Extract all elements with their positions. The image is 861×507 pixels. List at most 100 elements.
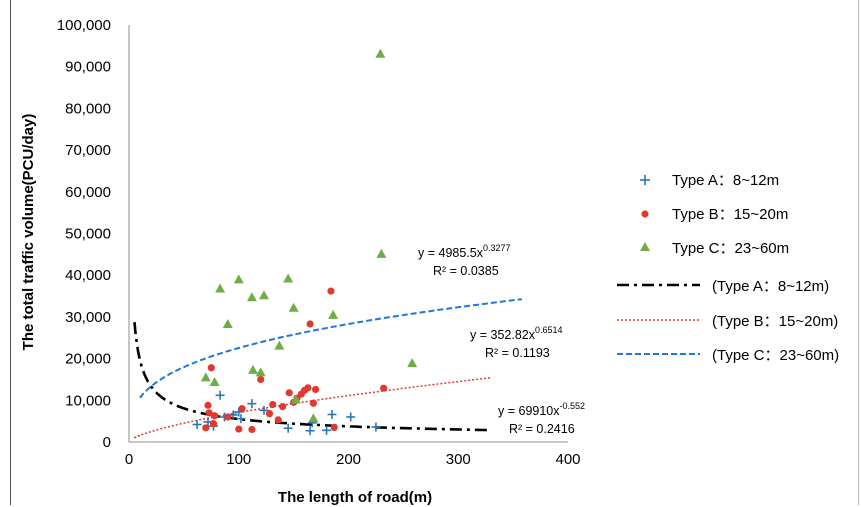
- r2-type-c: R² = 0.0385: [433, 264, 499, 278]
- data-point-triangle: [274, 340, 285, 350]
- data-point-plus: [215, 390, 225, 400]
- data-point-triangle: [288, 302, 299, 312]
- data-point-circle: [265, 410, 274, 418]
- legend-label-trend-a: (Type A：8~12m): [712, 278, 829, 295]
- equation-type-b: y = 352.82x0.6514 R² = 0.1193: [470, 325, 563, 360]
- y-tick-label: 20,000: [65, 351, 111, 368]
- data-point-plus: [371, 422, 381, 432]
- legend-label-trend-b: (Type B：15~20m): [712, 313, 838, 330]
- data-point-plus: [283, 423, 293, 433]
- data-point-triangle: [255, 367, 266, 377]
- equation-type-c: y = 4985.5x0.3277 R² = 0.0385: [418, 243, 511, 278]
- data-point-circle: [235, 425, 243, 433]
- axes: [128, 25, 568, 443]
- data-point-triangle: [308, 413, 319, 423]
- data-points: [192, 48, 418, 436]
- equation-type-a: y = 69910x-0.552 R² = 0.2416: [498, 401, 585, 436]
- x-tick-label: 0: [125, 451, 133, 468]
- data-point-circle: [209, 420, 218, 428]
- data-point-plus: [305, 426, 315, 436]
- y-tick-label: 90,000: [65, 59, 111, 76]
- data-point-circle: [224, 413, 232, 421]
- trendline-type-c: [139, 298, 523, 399]
- data-point-circle: [205, 409, 213, 417]
- data-point-circle: [204, 401, 212, 409]
- equation-type-c-text: y = 4985.5x: [418, 246, 484, 260]
- data-point-plus: [259, 405, 269, 415]
- data-point-plus: [322, 425, 332, 435]
- svg-text:y = 352.82x0.6514: y = 352.82x0.6514: [470, 325, 563, 342]
- equation-type-b-exponent: 0.6514: [535, 325, 563, 335]
- legend-item-trend-c: (Type C：23~60m): [617, 347, 839, 364]
- data-point-triangle: [209, 376, 220, 386]
- data-point-circle: [311, 385, 320, 394]
- data-point-plus: [327, 409, 337, 419]
- x-axis-title: The length of road(m): [278, 489, 432, 506]
- y-tick-label: 50,000: [65, 226, 111, 243]
- data-point-circle: [279, 402, 287, 411]
- legend-item-type-b: Type B：15~20m: [641, 206, 788, 223]
- data-point-plus: [346, 412, 356, 422]
- trendlines: [133, 298, 523, 439]
- data-point-circle: [207, 364, 215, 372]
- trendline-type-a: [133, 321, 490, 432]
- data-point-circle: [269, 400, 277, 409]
- data-point-triangle: [215, 283, 226, 293]
- data-point-circle: [330, 423, 338, 432]
- data-point-triangle: [233, 274, 244, 284]
- trendline-type-b: [133, 376, 492, 439]
- x-tick-label: 200: [336, 451, 361, 468]
- y-tick-label: 0: [103, 434, 111, 451]
- legend-item-type-a: Type A：8~12m: [640, 172, 779, 189]
- data-point-plus: [236, 414, 246, 424]
- data-point-circle: [238, 405, 246, 413]
- r2-type-a: R² = 0.2416: [509, 422, 575, 436]
- legend-label-trend-c: (Type C：23~60m): [712, 347, 839, 364]
- data-point-triangle: [200, 372, 211, 382]
- equation-type-c-exponent: 0.3277: [483, 243, 511, 253]
- data-point-triangle: [290, 394, 301, 404]
- equation-type-b-text: y = 352.82x: [470, 328, 536, 342]
- legend: Type A：8~12m Type B：15~20m Type C：23~60m…: [617, 172, 839, 364]
- data-point-triangle: [222, 318, 233, 328]
- y-tick-label: 80,000: [65, 100, 111, 117]
- data-point-triangle: [376, 248, 387, 258]
- legend-label-type-a: Type A：8~12m: [672, 172, 779, 189]
- x-tick-label: 300: [446, 451, 471, 468]
- data-point-plus: [247, 399, 257, 409]
- y-tick-labels: 0 10,000 20,000 30,000 40,000 50,000 60,000 70,…: [57, 17, 111, 451]
- data-point-circle: [257, 375, 265, 384]
- data-point-circle: [285, 389, 293, 397]
- data-point-triangle: [258, 290, 269, 300]
- data-point-triangle: [375, 48, 386, 58]
- data-point-triangle: [246, 292, 257, 302]
- y-tick-label: 10,000: [65, 392, 111, 409]
- data-point-circle: [304, 384, 312, 392]
- data-point-plus: [192, 419, 202, 429]
- legend-marker-triangle: [640, 242, 650, 251]
- data-point-circle: [274, 416, 282, 424]
- data-point-circle: [211, 412, 219, 420]
- y-tick-label: 100,000: [57, 17, 111, 34]
- data-point-triangle: [328, 309, 339, 319]
- data-point-circle: [248, 425, 256, 434]
- data-point-circle: [380, 384, 388, 392]
- y-axis-title: The total traffic volume(PCU/day): [20, 114, 37, 351]
- data-point-circle: [327, 287, 335, 295]
- legend-marker-circle: [641, 210, 649, 218]
- y-tick-label: 60,000: [65, 184, 111, 201]
- legend-item-type-c: Type C：23~60m: [640, 240, 789, 257]
- chart-frame: [10, 0, 859, 505]
- svg-text:y = 69910x-0.552: y = 69910x-0.552: [498, 401, 585, 418]
- legend-item-trend-a: (Type A：8~12m): [617, 278, 829, 295]
- equation-type-a-text: y = 69910x: [498, 404, 560, 418]
- data-point-circle: [202, 424, 210, 432]
- svg-text:y = 4985.5x0.3277: y = 4985.5x0.3277: [418, 243, 511, 260]
- data-point-triangle: [248, 364, 259, 374]
- data-point-circle: [309, 399, 317, 407]
- x-tick-label: 400: [555, 451, 580, 468]
- legend-label-type-b: Type B：15~20m: [672, 206, 788, 223]
- y-tick-label: 30,000: [65, 309, 111, 326]
- legend-item-trend-b: (Type B：15~20m): [617, 313, 838, 330]
